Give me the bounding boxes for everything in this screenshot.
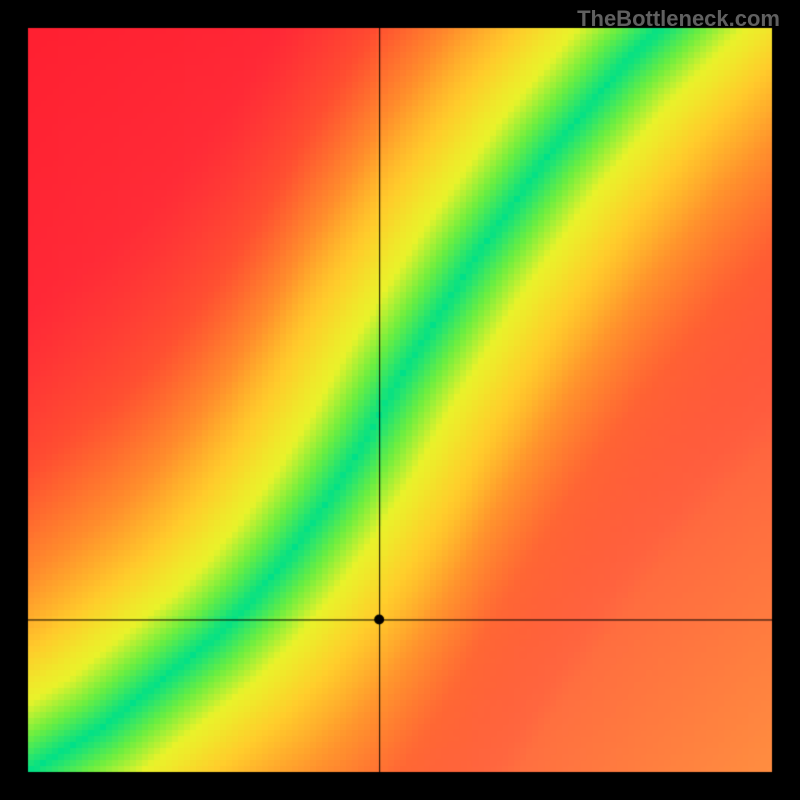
heatmap-canvas — [0, 0, 800, 800]
watermark: TheBottleneck.com — [577, 6, 780, 32]
chart-container: TheBottleneck.com — [0, 0, 800, 800]
